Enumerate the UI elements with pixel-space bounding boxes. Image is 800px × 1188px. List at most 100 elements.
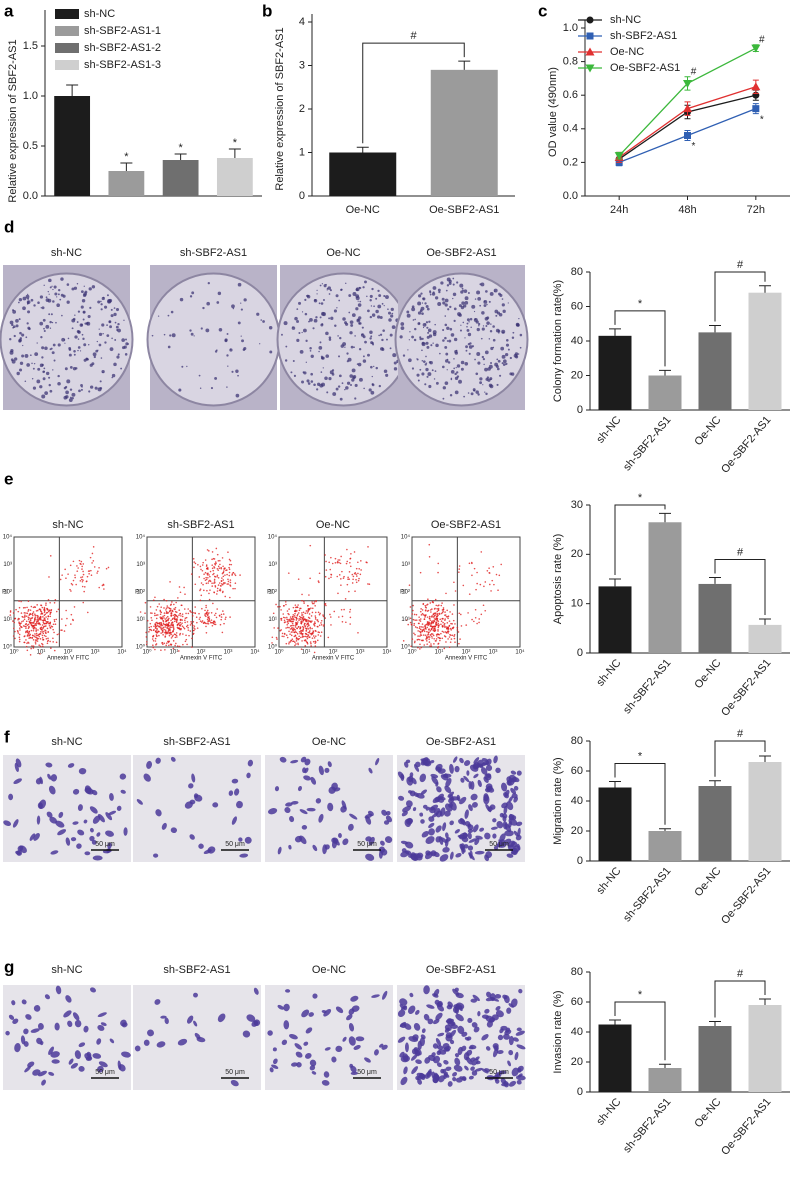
colony	[328, 336, 332, 339]
event	[348, 578, 351, 580]
event	[226, 573, 228, 576]
bar	[698, 583, 732, 653]
flow-x-tick: 10¹	[302, 650, 311, 656]
event	[294, 612, 296, 615]
event	[409, 621, 412, 624]
colony	[340, 288, 343, 291]
event	[432, 622, 434, 624]
event	[308, 624, 310, 627]
colony	[100, 300, 102, 303]
cell	[109, 792, 114, 801]
scale-bar-label: 50 μm	[489, 841, 509, 848]
event	[187, 608, 189, 610]
event	[414, 619, 416, 622]
cell	[294, 835, 303, 843]
colony	[428, 320, 431, 323]
event	[346, 548, 348, 551]
cell	[116, 805, 122, 811]
event	[442, 608, 445, 611]
colony	[68, 398, 73, 403]
colony	[355, 287, 360, 292]
event	[199, 620, 202, 622]
event	[428, 628, 430, 631]
event	[500, 563, 503, 566]
cell	[459, 796, 467, 805]
colony	[446, 326, 450, 330]
colony	[426, 326, 429, 329]
colony	[36, 342, 38, 344]
event	[413, 624, 415, 627]
colony	[110, 314, 114, 318]
cell	[442, 847, 450, 853]
event	[312, 635, 315, 637]
colony	[237, 374, 239, 377]
error-bar	[120, 162, 133, 171]
colony	[467, 332, 472, 337]
flow-x-tick: 10¹	[435, 650, 444, 656]
colony	[452, 292, 457, 297]
legend-marker	[586, 32, 594, 40]
cell	[495, 1010, 504, 1018]
event	[200, 621, 203, 623]
event	[218, 567, 221, 570]
colony	[419, 336, 422, 339]
event	[346, 560, 349, 563]
colony	[60, 277, 64, 281]
event	[34, 636, 37, 638]
event	[189, 630, 192, 632]
cell	[86, 1051, 92, 1058]
y-tick-label: 0	[577, 855, 583, 867]
event	[294, 641, 296, 643]
flow-y-tick: 10¹	[401, 617, 410, 623]
colony	[417, 379, 420, 382]
colony	[322, 298, 326, 302]
colony	[63, 395, 68, 400]
colony	[36, 379, 41, 384]
event	[426, 626, 429, 629]
flow-x-tick: 10²	[64, 650, 73, 656]
colony	[475, 320, 479, 324]
event	[181, 615, 184, 618]
colony	[453, 358, 455, 360]
event	[313, 625, 316, 627]
colony	[26, 303, 29, 305]
event	[152, 646, 155, 649]
event	[451, 627, 454, 629]
event	[40, 619, 42, 621]
cell	[238, 837, 243, 842]
event	[31, 645, 33, 647]
event	[49, 601, 51, 604]
event	[169, 643, 172, 646]
event	[32, 629, 35, 632]
cell	[30, 1028, 40, 1033]
bar	[598, 1024, 632, 1092]
event	[457, 631, 460, 633]
colony	[442, 397, 445, 400]
event	[488, 583, 491, 586]
colony	[310, 380, 314, 383]
event	[428, 638, 430, 640]
cell	[239, 853, 249, 858]
event	[427, 622, 430, 625]
event	[28, 617, 30, 619]
cell	[472, 763, 479, 770]
event	[90, 569, 92, 572]
colony	[63, 339, 66, 341]
event	[206, 622, 208, 625]
error-bar	[609, 328, 621, 336]
cell	[40, 1041, 44, 1046]
event	[352, 578, 354, 581]
colony	[501, 354, 506, 359]
event	[39, 632, 42, 635]
event	[413, 641, 416, 644]
event	[45, 612, 48, 614]
event	[417, 646, 419, 649]
event	[166, 640, 169, 643]
event	[214, 623, 217, 626]
event	[290, 634, 293, 637]
event	[70, 623, 72, 625]
event	[217, 584, 220, 586]
cell	[485, 803, 492, 813]
cell	[494, 994, 502, 999]
event	[444, 614, 447, 616]
